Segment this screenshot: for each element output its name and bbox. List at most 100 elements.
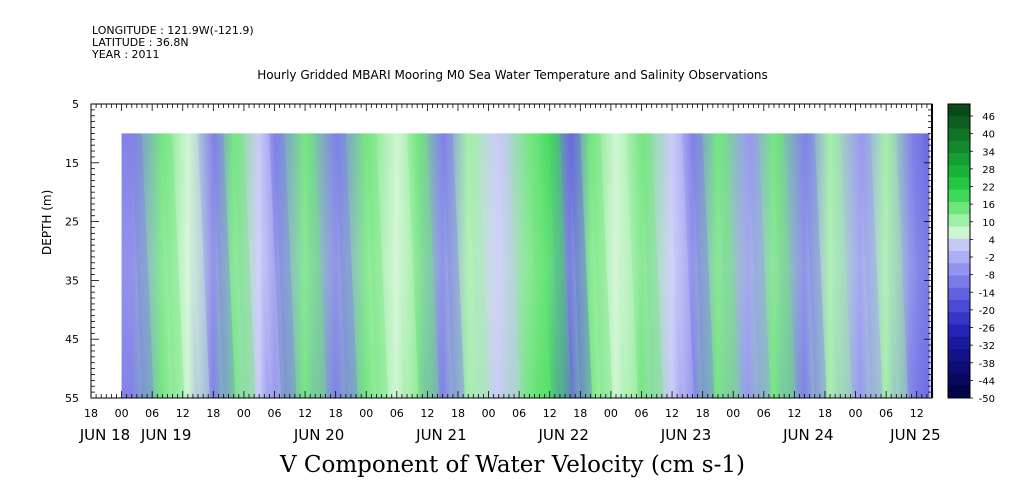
colorbar-label: -50	[979, 394, 995, 405]
x-tick-label: 18	[696, 407, 710, 420]
heatmap-streak	[830, 133, 853, 398]
colorbar-label: -44	[979, 376, 995, 387]
y-tick-label: 5	[72, 98, 79, 111]
x-day-label: JUN 25	[889, 426, 940, 444]
heatmap-streak	[498, 133, 521, 398]
x-day-label: JUN 21	[415, 426, 466, 444]
colorbar-label: -8	[985, 271, 995, 282]
chart-title-text: Hourly Gridded MBARI Mooring M0 Sea Wate…	[257, 68, 768, 82]
longitude-label: LONGITUDE : 121.9W(-121.9)	[92, 24, 254, 37]
x-tick-label: 06	[512, 407, 526, 420]
heatmap-streak	[911, 133, 934, 398]
heatmap-streak	[366, 133, 389, 398]
axis-ticks: 18 00 06 12 18 00 06 12 18 00 06 12 18 00 06 12 18 00 06 12…	[65, 98, 941, 444]
heatmap-streak	[468, 133, 491, 398]
x-day-label: JUN 19	[140, 426, 191, 444]
colorbar-label: -14	[979, 288, 995, 299]
x-day-label: JUN 23	[660, 426, 711, 444]
x-tick-label: 12	[910, 407, 924, 420]
heatmap-streak	[717, 133, 740, 398]
heatmap-streak	[442, 133, 465, 398]
x-tick-label: 06	[634, 407, 648, 420]
y-tick-label: 25	[65, 216, 79, 229]
colorbar-swatch	[948, 324, 970, 338]
y-tick-label: 15	[65, 157, 79, 170]
x-tick-label: 00	[726, 407, 740, 420]
colorbar-label: 28	[982, 165, 995, 176]
y-tick-label: 45	[65, 333, 79, 346]
colorbar-swatch	[948, 300, 970, 313]
x-tick-label: 00	[237, 407, 251, 420]
x-tick-label: 12	[420, 407, 434, 420]
heatmap-streak	[590, 133, 613, 398]
colorbar-label: -32	[979, 341, 995, 352]
x-day-label: JUN 22	[537, 426, 588, 444]
x-tick-label: 06	[757, 407, 771, 420]
colorbar-swatch	[948, 202, 970, 215]
x-tick-label: 06	[145, 407, 159, 420]
x-axis-title-text: V Component of Water Velocity (cm s-1)	[280, 452, 745, 478]
x-tick-label: 06	[879, 407, 893, 420]
heatmap-streak	[860, 133, 883, 398]
x-tick-label: 00	[482, 407, 496, 420]
colorbar-swatch	[948, 287, 970, 301]
colorbar-label: 10	[982, 218, 995, 229]
colorbar-swatch	[948, 189, 970, 203]
x-tick-label: 18	[84, 407, 98, 420]
x-day-label: JUN 24	[782, 426, 833, 444]
colorbar-label: 40	[982, 130, 995, 141]
colorbar-swatch	[948, 251, 970, 264]
heatmap-streak	[886, 133, 909, 398]
heatmap-streak	[672, 133, 695, 398]
colorbar-swatch	[948, 140, 970, 154]
x-tick-label: 00	[115, 407, 129, 420]
colorbar-swatch	[948, 214, 970, 227]
heatmap-streak	[641, 133, 664, 398]
heatmap-depth-shade	[121, 133, 930, 398]
x-axis-title: V Component of Water Velocity (cm s-1)	[0, 452, 1009, 478]
x-tick-label: 12	[665, 407, 679, 420]
colorbar-swatch	[948, 238, 970, 252]
colorbar-swatch	[948, 361, 970, 374]
colorbar-swatch	[948, 349, 970, 362]
x-tick-label: 00	[359, 407, 373, 420]
colorbar-label: 16	[982, 200, 995, 211]
y-tick-label: 35	[65, 274, 79, 287]
colorbar-swatch	[948, 128, 970, 142]
colorbar-swatch	[948, 116, 970, 129]
x-tick-label: 12	[787, 407, 801, 420]
colorbar-label: 46	[982, 112, 995, 123]
colorbar-label: 4	[989, 235, 995, 246]
heatmap-streak	[396, 133, 419, 398]
heatmap-streak	[187, 133, 210, 398]
x-tick-label: 18	[206, 407, 220, 420]
year-label: YEAR : 2011	[92, 48, 160, 61]
heatmap-streak	[804, 133, 827, 398]
colorbar-swatch	[948, 153, 970, 166]
colorbar-swatch	[948, 263, 970, 276]
colorbar-swatch	[948, 385, 970, 399]
heatmap-streak	[274, 133, 297, 398]
colorbar: 46 40 34 28 22 16 10 4 -2 -8 -14 -20 -26 -32 -38 -44 -50	[947, 103, 995, 405]
y-tick-label: 55	[65, 392, 79, 405]
colorbar-swatch	[948, 275, 970, 289]
x-tick-label: 18	[818, 407, 832, 420]
colorbar-swatch	[948, 226, 970, 240]
heatmap-streak	[162, 133, 185, 398]
colorbar-swatch	[948, 104, 970, 117]
x-tick-label: 06	[267, 407, 281, 420]
colorbar-swatch	[948, 312, 970, 325]
colorbar-frame	[947, 103, 971, 399]
x-tick-label: 06	[390, 407, 404, 420]
heatmap-streak	[692, 133, 715, 398]
colorbar-label: -26	[979, 324, 995, 335]
x-tick-label: 12	[176, 407, 190, 420]
x-tick-label: 12	[543, 407, 557, 420]
colorbar-label: -38	[979, 359, 995, 370]
colorbar-swatch	[948, 373, 970, 387]
heatmap-streak	[233, 133, 256, 398]
heatmap-streak	[570, 133, 593, 398]
x-tick-label: 00	[604, 407, 618, 420]
x-tick-label: 00	[849, 407, 863, 420]
